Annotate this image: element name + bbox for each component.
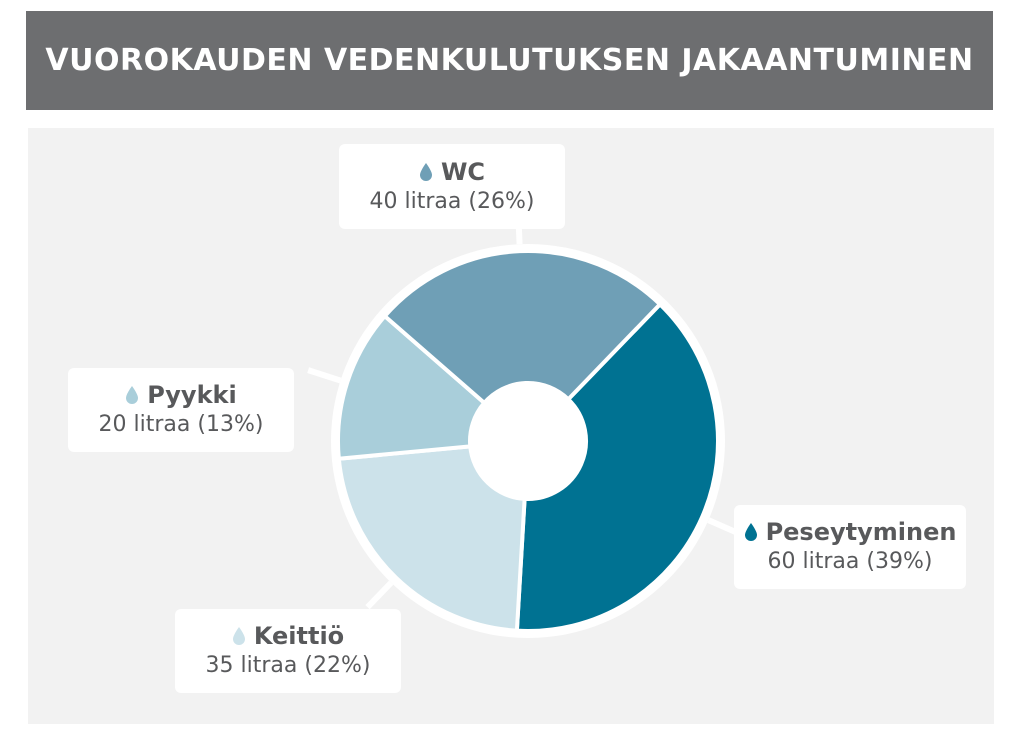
slice-label-keittio: Keittiö [253, 622, 345, 650]
label-card-peseytyminen: Peseytyminen 60 litraa (39%) [734, 505, 966, 589]
leader-line-keittio [365, 580, 394, 610]
slice-wc [382, 249, 662, 405]
donut-slices [331, 244, 725, 638]
leader-line-pyykki [307, 367, 342, 384]
slice-value-peseytyminen: 60 litraa (39%) [767, 549, 933, 574]
label-card-keittio: Keittiö 35 litraa (22%) [175, 609, 401, 693]
water-drop-icon [126, 386, 139, 404]
donut-center-hole [472, 385, 584, 497]
slice-keittio [336, 444, 527, 633]
water-drop-icon [744, 523, 757, 541]
slice-value-pyykki: 20 litraa (13%) [98, 412, 264, 437]
water-drop-icon [232, 627, 245, 645]
label-card-wc: WC 40 litraa (26%) [339, 144, 565, 229]
label-card-pyykki: Pyykki 20 litraa (13%) [68, 368, 294, 452]
slice-label-pyykki: Pyykki [147, 381, 237, 409]
chart-title: VUOROKAUDEN VEDENKULUTUKSEN JAKAANTUMINE… [45, 43, 974, 78]
chart-title-bar: VUOROKAUDEN VEDENKULUTUKSEN JAKAANTUMINE… [26, 11, 993, 110]
slice-pyykki [336, 314, 487, 461]
slice-label-wc: WC [440, 157, 486, 186]
slice-value-keittio: 35 litraa (22%) [205, 653, 371, 678]
water-drop-icon [419, 162, 432, 181]
slice-peseytyminen [514, 302, 720, 633]
slice-value-wc: 40 litraa (26%) [369, 188, 535, 214]
slice-label-peseytyminen: Peseytyminen [765, 518, 957, 546]
